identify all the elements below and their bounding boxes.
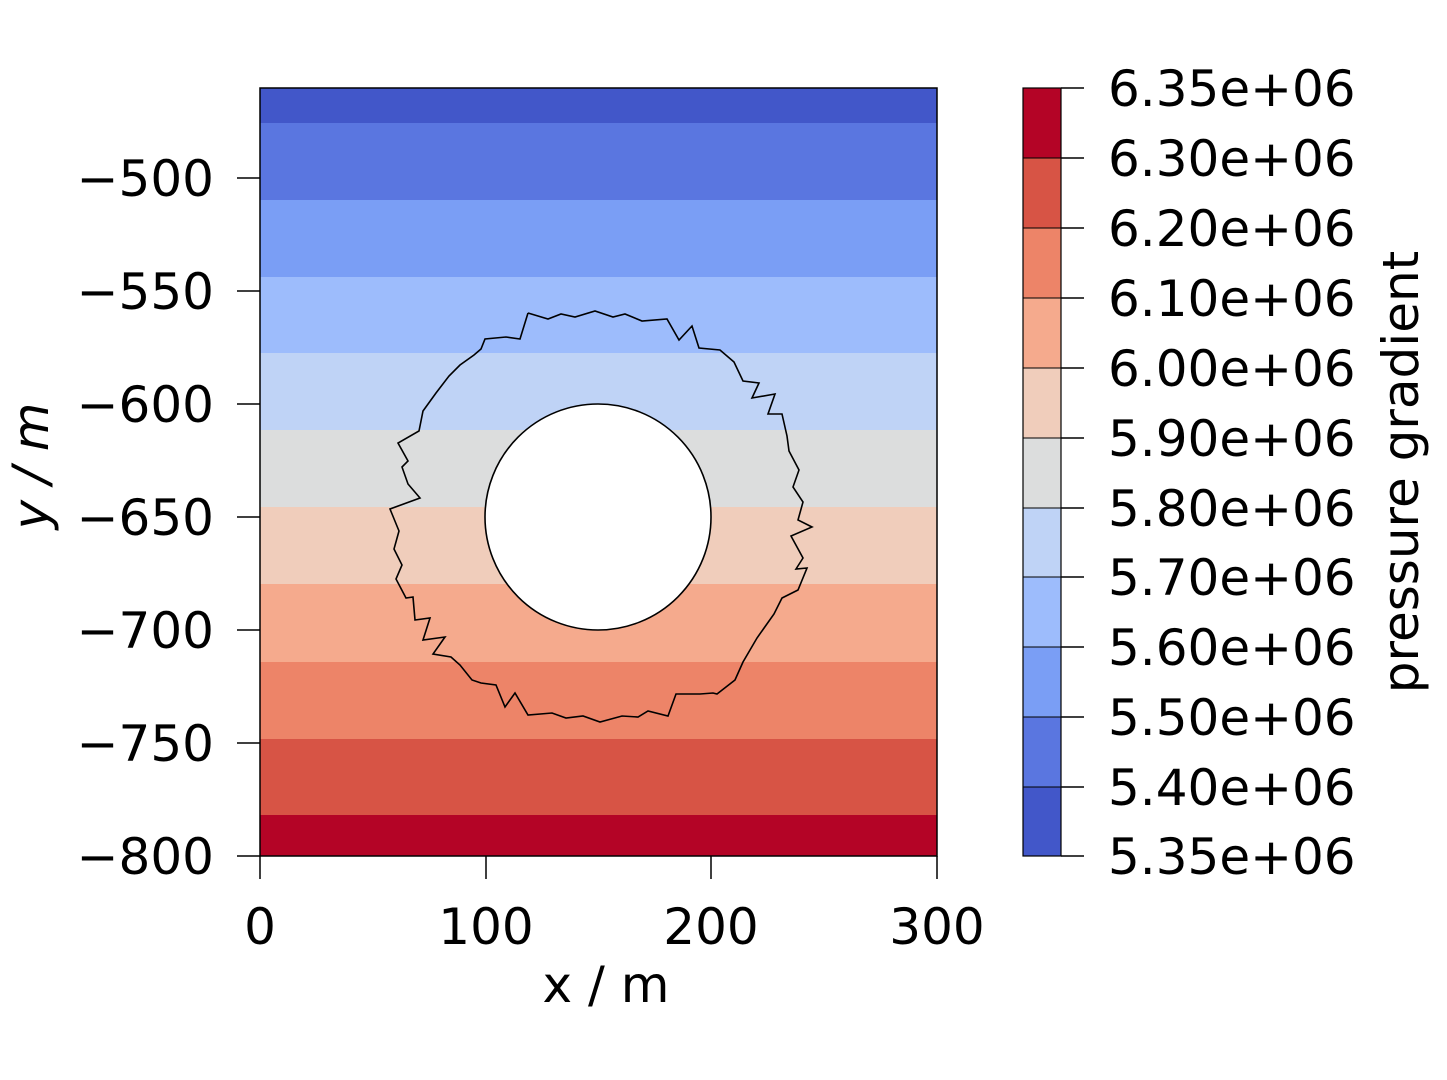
y-axis-label: y / m [2,403,60,532]
colorbar-tick-label: 5.90e+06 [1108,410,1356,468]
colorbar-tick-label: 5.60e+06 [1108,619,1356,677]
colorbar-tick-label: 6.00e+06 [1108,340,1356,398]
colorbar-segment [1023,158,1061,228]
colorbar [1022,87,1084,857]
x-axis-label: x / m [543,956,670,1014]
colorbar-tick-label: 5.35e+06 [1108,828,1356,886]
y-tick-label: −550 [77,263,214,321]
band-4 [260,277,937,353]
colorbar-segment [1023,298,1061,368]
colorbar-segment [1023,368,1061,438]
y-tick-label: −700 [77,602,214,660]
y-tick-label: −750 [77,715,214,773]
cavity-circle [484,403,712,631]
band-10 [260,739,937,815]
y-tick-label: −500 [77,150,214,208]
band-11 [260,815,937,856]
colorbar-label: pressure gradient [1372,251,1430,693]
y-tick-label: −650 [77,489,214,547]
y-tick-label: −600 [77,376,214,434]
band-1 [260,88,937,123]
y-tick-label: −800 [77,828,214,886]
jagged-contour-outline [388,310,814,723]
plot-frame [259,87,938,857]
colorbar-segment [1023,438,1061,508]
y-axis [237,177,260,857]
x-tick-label: 0 [244,898,276,956]
colorbar-segment [1023,647,1061,717]
colorbar-tick-label: 6.20e+06 [1108,200,1356,258]
colorbar-segment [1023,787,1061,856]
colorbar-segment [1023,717,1061,787]
x-tick-label: 100 [438,898,533,956]
y-tick-labels: −500 −550 −600 −650 −700 −750 −800 [77,150,214,886]
colorbar-tick-label: 6.30e+06 [1108,130,1356,188]
band-3 [260,200,937,277]
colorbar-tick-label: 5.50e+06 [1108,689,1356,747]
band-9 [260,662,937,739]
x-tick-labels: 0 100 200 300 [244,898,985,956]
colorbar-segment [1023,228,1061,298]
colorbar-segment [1023,577,1061,647]
band-2 [260,123,937,200]
colorbar-tick-label: 5.80e+06 [1108,480,1356,538]
colorbar-tick-label: 6.10e+06 [1108,270,1356,328]
colorbar-segment [1023,508,1061,577]
colorbar-tick-label: 5.40e+06 [1108,759,1356,817]
colorbar-tick-labels: 6.35e+06 6.30e+06 6.20e+06 6.10e+06 6.00… [1108,60,1356,886]
colorbar-tick-label: 6.35e+06 [1108,60,1356,118]
colorbar-segment [1023,88,1061,158]
x-tick-label: 300 [889,898,984,956]
colorbar-tick-label: 5.70e+06 [1108,549,1356,607]
x-axis [259,856,938,879]
x-tick-label: 200 [663,898,758,956]
